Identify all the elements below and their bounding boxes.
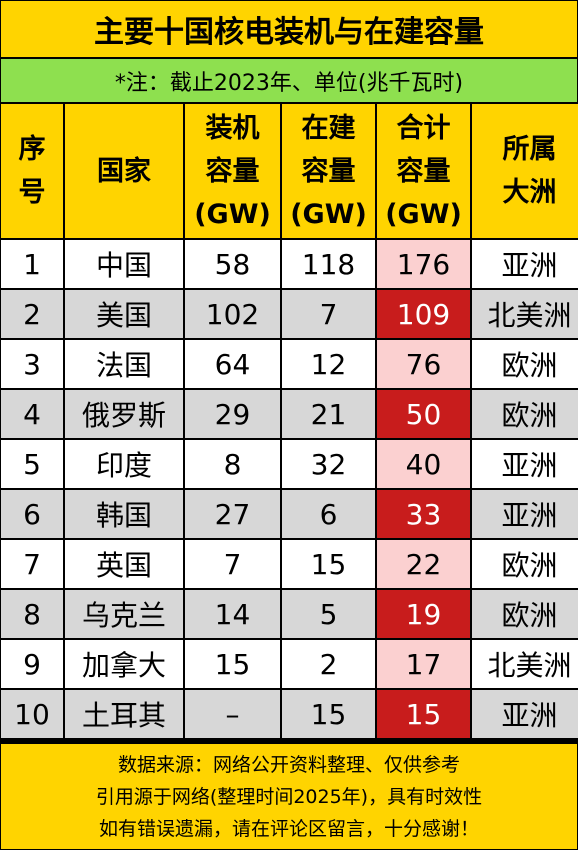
cell-country: 法国 — [65, 340, 183, 388]
footer-line: 数据来源：网络公开资料整理、仅供参考 — [117, 753, 460, 776]
table-row: 1 中国 58 118 176 亚洲 — [1, 240, 578, 288]
cell-rank: 7 — [1, 540, 63, 588]
cell-rank: 2 — [1, 290, 63, 338]
header-country: 国家 — [65, 104, 183, 238]
header-rank-line: 序 — [18, 134, 46, 165]
cell-rank: 3 — [1, 340, 63, 388]
table-row: 10 土耳其 –15 15 亚洲 — [1, 690, 578, 738]
cell-installed: 8 — [185, 440, 280, 488]
cell-construction: 15 — [282, 540, 375, 588]
cell-rank: 5 — [1, 440, 63, 488]
cell-installed: 58 — [185, 240, 280, 288]
data-table: 序 号 国家 装机 容量 (GW) 在建 容量 (GW) 合计 — [0, 102, 578, 740]
cell-rank: 1 — [1, 240, 63, 288]
table-row: 9 加拿大 15 2 17 北美洲 — [1, 640, 578, 688]
header-country-line: 国家 — [97, 155, 151, 187]
cell-continent: 亚洲 — [472, 690, 578, 738]
cell-country: 美国 — [65, 290, 183, 338]
header-row: 序 号 国家 装机 容量 (GW) 在建 容量 (GW) 合计 — [1, 104, 578, 238]
header-installed-line: (GW) — [194, 198, 271, 230]
cell-continent: 欧洲 — [472, 540, 578, 588]
cell-installed: 15 — [185, 640, 280, 688]
unit-note: *注：截止2023年、单位(兆千瓦时) — [1, 59, 577, 102]
cell-rank: 4 — [1, 390, 63, 438]
cell-total: 15 — [377, 690, 470, 738]
header-continent-line: 所属 — [502, 134, 557, 165]
footer-line: 如有错误遗漏，请在评论区留言，十分感谢！ — [98, 817, 479, 840]
table-row: 8 乌克兰 14 5 19 欧洲 — [1, 590, 578, 638]
cell-construction: 15 — [282, 690, 375, 738]
cell-country: 中国 — [65, 240, 183, 288]
cell-continent: 亚洲 — [472, 440, 578, 488]
cell-installed: 29 — [185, 390, 280, 438]
header-construction: 在建 容量 (GW) — [282, 104, 375, 238]
cell-total: 176 — [377, 240, 470, 288]
cell-country: 加拿大 — [65, 640, 183, 688]
cell-total: 33 — [377, 490, 470, 538]
cell-continent: 亚洲 — [472, 240, 578, 288]
cell-continent: 北美洲 — [472, 290, 578, 338]
cell-country: 英国 — [65, 540, 183, 588]
cell-construction: 32 — [282, 440, 375, 488]
header-construction-line: (GW) — [290, 198, 367, 230]
cell-continent: 欧洲 — [472, 590, 578, 638]
cell-rank: 9 — [1, 640, 63, 688]
cell-country: 印度 — [65, 440, 183, 488]
header-rank: 序 号 — [1, 104, 63, 238]
cell-rank: 8 — [1, 590, 63, 638]
cell-installed: 27 — [185, 490, 280, 538]
cell-installed: 102 — [185, 290, 280, 338]
header-continent-line: 大洲 — [502, 177, 557, 208]
header-rank-line: 号 — [18, 177, 46, 208]
table-row: 7 英国 7 15 22 欧洲 — [1, 540, 578, 588]
table-row: 6 韩国 27 6 33 亚洲 — [1, 490, 578, 538]
cell-total: 50 — [377, 390, 470, 438]
page-title: 主要十国核电装机与在建容量 — [1, 1, 577, 57]
cell-installed: 14 — [185, 590, 280, 638]
cell-country: 土耳其 — [65, 690, 183, 738]
footer-line: 引用源于网络(整理时间2025年)，具有时效性 — [95, 785, 483, 808]
cell-continent: 欧洲 — [472, 390, 578, 438]
header-construction-line: 容量 — [301, 155, 356, 187]
header-installed: 装机 容量 (GW) — [185, 104, 280, 238]
cell-construction: 5 — [282, 590, 375, 638]
header-installed-line: 装机 — [205, 112, 260, 144]
cell-country: 乌克兰 — [65, 590, 183, 638]
table-row: 4 俄罗斯 29 21 50 欧洲 — [1, 390, 578, 438]
cell-construction: 12 — [282, 340, 375, 388]
cell-total: 109 — [377, 290, 470, 338]
cell-construction: 2 — [282, 640, 375, 688]
cell-construction: 7 — [282, 290, 375, 338]
cell-installed: – — [185, 690, 280, 738]
cell-total: 76 — [377, 340, 470, 388]
header-total-line: (GW) — [385, 198, 462, 230]
header-total-line: 合计 — [396, 112, 451, 144]
cell-total: 40 — [377, 440, 470, 488]
cell-construction: 118 — [282, 240, 375, 288]
cell-continent: 北美洲 — [472, 640, 578, 688]
cell-continent: 欧洲 — [472, 340, 578, 388]
table-row: 3 法国 64 12 76 欧洲 — [1, 340, 578, 388]
header-continent: 所属 大洲 — [472, 104, 578, 238]
cell-construction: 21 — [282, 390, 375, 438]
header-total-line: 容量 — [396, 155, 451, 187]
table-row: 2 美国 102 7 109 北美洲 — [1, 290, 578, 338]
cell-total: 17 — [377, 640, 470, 688]
cell-installed: 7 — [185, 540, 280, 588]
cell-construction: 6 — [282, 490, 375, 538]
header-construction-line: 在建 — [301, 112, 356, 144]
header-total: 合计 容量 (GW) — [377, 104, 470, 238]
cell-country: 俄罗斯 — [65, 390, 183, 438]
footer-notes: 数据来源：网络公开资料整理、仅供参考 引用源于网络(整理时间2025年)，具有时… — [1, 744, 577, 849]
cell-total: 22 — [377, 540, 470, 588]
table-row: 5 印度 8 32 40 亚洲 — [1, 440, 578, 488]
cell-rank: 6 — [1, 490, 63, 538]
header-installed-line: 容量 — [205, 155, 260, 187]
cell-total: 19 — [377, 590, 470, 638]
cell-continent: 亚洲 — [472, 490, 578, 538]
cell-country: 韩国 — [65, 490, 183, 538]
cell-rank: 10 — [1, 690, 63, 738]
cell-installed: 64 — [185, 340, 280, 388]
